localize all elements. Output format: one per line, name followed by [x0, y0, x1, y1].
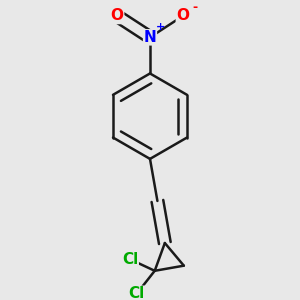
Text: +: + — [156, 22, 165, 32]
Text: Cl: Cl — [122, 252, 138, 267]
Text: O: O — [111, 8, 124, 23]
Text: O: O — [176, 8, 189, 23]
Text: Cl: Cl — [128, 286, 145, 300]
Text: -: - — [193, 1, 198, 14]
Text: N: N — [144, 30, 156, 45]
